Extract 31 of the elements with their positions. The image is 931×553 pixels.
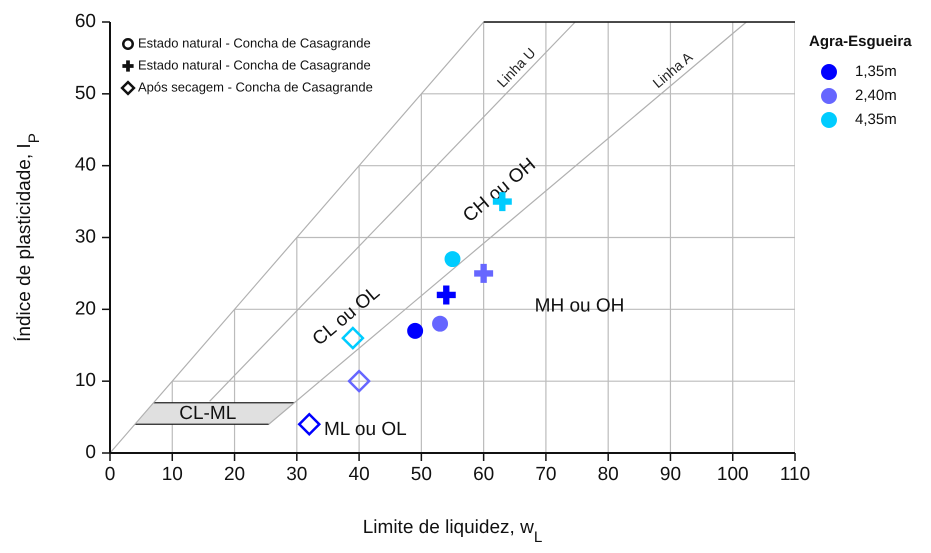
y-tick-label: 30: [74, 226, 96, 248]
annotation: ML ou OL: [324, 419, 407, 440]
y-tick-label: 0: [85, 442, 96, 464]
x-tick-label: 60: [473, 464, 494, 485]
y-tick-label: 40: [74, 154, 96, 176]
annotation: MH ou OH: [534, 295, 624, 316]
y-tick-label: 10: [74, 370, 96, 392]
x-tick-label: 110: [780, 464, 810, 485]
legend-label: 2,40m: [855, 86, 897, 104]
annotation: Após secagem - Concha de Casagrande: [138, 79, 373, 94]
y-tick-label: 50: [74, 82, 96, 104]
legend-label: 4,35m: [855, 110, 897, 128]
x-tick-label: 100: [716, 464, 749, 485]
x-tick-label: 90: [660, 464, 682, 485]
y-tick-label: 60: [74, 11, 96, 32]
annotation: Estado natural - Concha de Casagrande: [138, 35, 371, 50]
x-tick-label: 40: [348, 464, 370, 485]
x-tick-label: 50: [410, 464, 432, 485]
annotation: CL ou OL: [308, 282, 384, 350]
x-tick-label: 70: [535, 464, 556, 485]
annotation: CL-ML: [179, 403, 236, 424]
legend-label: 1,35m: [855, 62, 897, 80]
x-tick-label: 80: [598, 464, 619, 485]
legend-title: Agra-Esgueira: [809, 33, 912, 50]
y-tick-label: 20: [74, 298, 96, 320]
x-tick-label: 10: [162, 464, 183, 485]
annotation: Estado natural - Concha de Casagrande: [138, 57, 371, 72]
x-tick-label: 30: [286, 464, 308, 485]
x-tick-label: 0: [104, 464, 116, 485]
x-tick-label: 20: [224, 464, 246, 485]
x-axis-title: Limite de liquidez, w$_{L}$: [362, 517, 542, 546]
